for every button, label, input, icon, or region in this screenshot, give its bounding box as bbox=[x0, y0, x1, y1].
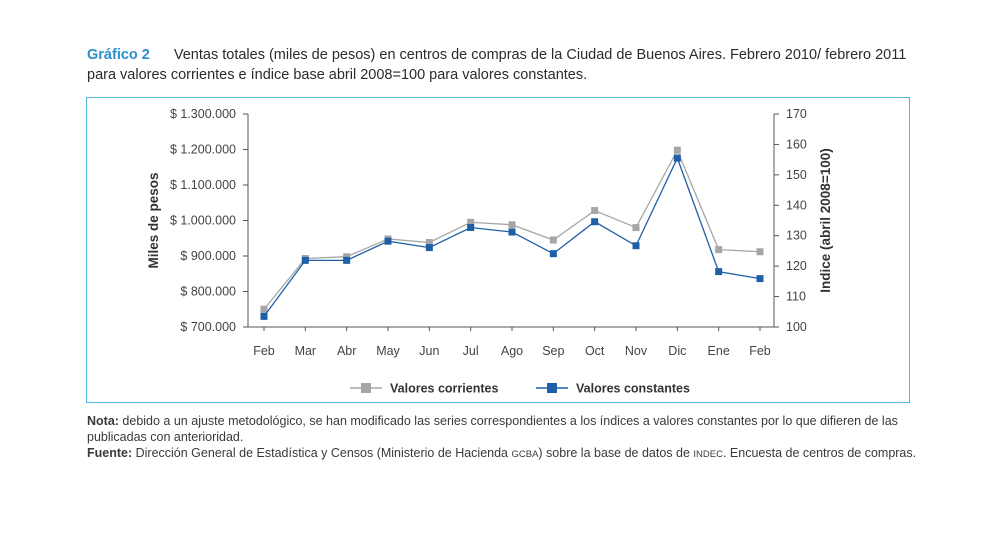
data-point-marker bbox=[467, 218, 475, 226]
x-tick-label: Jun bbox=[419, 344, 439, 358]
y-axis-right-title: Indice (abril 2008=100) bbox=[818, 148, 833, 292]
x-tick-label: Ago bbox=[501, 344, 523, 358]
x-tick-label: Feb bbox=[749, 344, 771, 358]
nota-text: debido a un ajuste metodológico, se han … bbox=[87, 414, 898, 444]
y-right-tick-label: 120 bbox=[786, 259, 807, 273]
chart-frame bbox=[86, 97, 910, 403]
data-point-marker bbox=[467, 223, 475, 231]
y-right-tick-label: 160 bbox=[786, 137, 807, 151]
y-right-tick-label: 150 bbox=[786, 168, 807, 182]
data-point-marker bbox=[632, 242, 640, 250]
chart-title: Ventas totales (miles de pesos) en centr… bbox=[87, 47, 907, 83]
fuente-abbr-gcba: GCBA bbox=[511, 449, 539, 460]
fuente-text-3: . Encuesta de centros de compras. bbox=[722, 446, 917, 460]
fuente-text-1: Dirección General de Estadística y Censo… bbox=[132, 446, 512, 460]
data-point-marker bbox=[673, 154, 681, 162]
notes-section: Nota: debido a un ajuste metodológico, s… bbox=[87, 413, 917, 463]
data-point-marker bbox=[715, 246, 723, 254]
fuente-paragraph: Fuente: Dirección General de Estadística… bbox=[87, 445, 917, 463]
data-point-marker bbox=[425, 239, 433, 247]
y-right-tick-label: 100 bbox=[786, 320, 807, 334]
y-left-tick-label: $ 1.200.000 bbox=[170, 143, 236, 157]
data-point-marker bbox=[591, 218, 599, 226]
data-point-marker bbox=[301, 256, 309, 264]
legend-marker bbox=[547, 383, 557, 393]
x-tick-label: May bbox=[376, 344, 400, 358]
y-left-tick-label: $ 800.000 bbox=[180, 285, 236, 299]
data-point-marker bbox=[343, 256, 351, 264]
y-right-tick-label: 170 bbox=[786, 107, 807, 121]
x-tick-label: Abr bbox=[337, 344, 356, 358]
x-tick-label: Ene bbox=[708, 344, 730, 358]
nota-label: Nota: bbox=[87, 414, 119, 428]
data-point-marker bbox=[508, 221, 516, 229]
x-tick-label: Jul bbox=[463, 344, 479, 358]
y-axis-left-title: Miles de pesos bbox=[146, 172, 161, 268]
data-point-marker bbox=[756, 275, 764, 283]
y-left-tick-label: $ 1.300.000 bbox=[170, 107, 236, 121]
y-left-tick-label: $ 900.000 bbox=[180, 249, 236, 263]
fuente-label: Fuente: bbox=[87, 446, 133, 460]
y-left-tick-label: $ 1.000.000 bbox=[170, 214, 236, 228]
y-right-tick-label: 130 bbox=[786, 229, 807, 243]
chart-header: Gráfico 2 Ventas totales (miles de pesos)… bbox=[87, 45, 917, 85]
x-tick-label: Nov bbox=[625, 344, 648, 358]
data-point-marker bbox=[343, 253, 351, 261]
data-point-marker bbox=[632, 224, 640, 232]
x-tick-label: Mar bbox=[295, 344, 317, 358]
x-tick-label: Feb bbox=[253, 344, 275, 358]
legend-marker bbox=[361, 383, 371, 393]
data-point-marker bbox=[508, 228, 516, 236]
legend-label: Valores corrientes bbox=[390, 382, 498, 396]
data-point-marker bbox=[715, 268, 723, 276]
data-point-marker bbox=[591, 207, 599, 215]
y-left-tick-label: $ 1.100.000 bbox=[170, 178, 236, 192]
fuente-text-2: ) sobre la base de datos de bbox=[538, 446, 694, 460]
x-tick-label: Oct bbox=[585, 344, 605, 358]
x-tick-label: Sep bbox=[542, 344, 564, 358]
data-point-marker bbox=[756, 248, 764, 256]
data-point-marker bbox=[549, 250, 557, 258]
data-point-marker bbox=[549, 236, 557, 244]
fuente-abbr-indec: INDEC bbox=[693, 449, 723, 460]
nota-paragraph: Nota: debido a un ajuste metodológico, s… bbox=[87, 413, 917, 445]
data-point-marker bbox=[673, 146, 681, 154]
data-point-marker bbox=[260, 305, 268, 313]
x-tick-label: Dic bbox=[668, 344, 686, 358]
series-line bbox=[263, 156, 761, 317]
data-point-marker bbox=[260, 312, 268, 320]
data-point-marker bbox=[384, 237, 392, 245]
y-right-tick-label: 140 bbox=[786, 198, 807, 212]
data-point-marker bbox=[425, 244, 433, 252]
figure-label: Gráfico 2 bbox=[87, 47, 150, 63]
y-left-tick-label: $ 700.000 bbox=[180, 320, 236, 334]
legend-label: Valores constantes bbox=[576, 382, 690, 396]
y-right-tick-label: 110 bbox=[786, 290, 806, 304]
